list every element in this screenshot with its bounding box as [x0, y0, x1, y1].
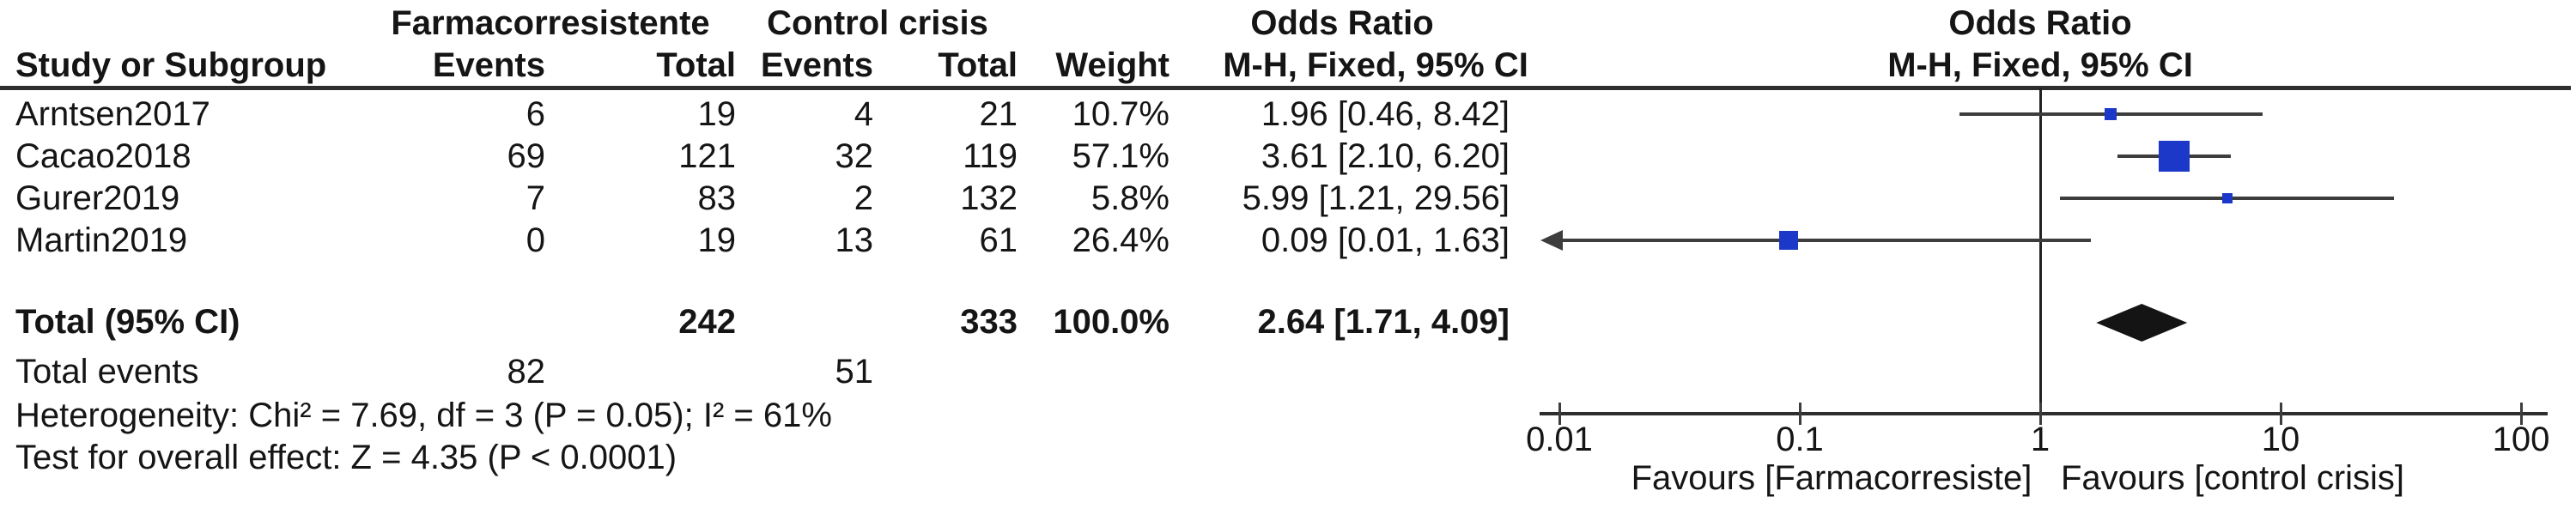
total-exp-value: 121	[678, 137, 736, 175]
events-exp-value: 7	[526, 179, 545, 217]
group-header-control: Control crisis	[767, 4, 988, 42]
events-exp-value: 69	[507, 137, 546, 175]
col-header-study: Study or Subgroup	[15, 46, 327, 84]
study-label: Gurer2019	[15, 179, 180, 217]
total-ctrl-value: 21	[979, 95, 1018, 133]
weight-value: 5.8%	[1091, 179, 1170, 217]
total-events-exp: 82	[507, 353, 546, 391]
axis-tick-label: 10	[2261, 421, 2300, 458]
favours-left-label: Favours [Farmacorresiste]	[1631, 459, 2032, 497]
total-ctrl-value: 132	[960, 179, 1018, 217]
total-ctrl-value: 61	[979, 221, 1018, 259]
events-exp-value: 6	[526, 95, 545, 133]
total-row-or-ci: 2.64 [1.71, 4.09]	[1257, 303, 1510, 341]
col-header-total-experimental: Total	[656, 46, 736, 84]
summary-diamond	[2096, 304, 2188, 342]
group-header-experimental: Farmacorresistente	[391, 4, 710, 42]
col-header-events-control: Events	[760, 46, 873, 84]
events-ctrl-value: 4	[854, 95, 873, 133]
total-row-n-exp: 242	[678, 303, 736, 341]
events-ctrl-value: 13	[835, 221, 874, 259]
axis-tick-label: 100	[2492, 421, 2550, 458]
total-row-label: Total (95% CI)	[15, 303, 240, 341]
total-exp-value: 19	[697, 95, 737, 133]
axis-tick	[2038, 403, 2042, 425]
col-header-or-ci: M-H, Fixed, 95% CI	[1223, 46, 1528, 84]
heterogeneity-stat: Heterogeneity: Chi² = 7.69, df = 3 (P = …	[15, 397, 832, 434]
total-events-label: Total events	[15, 353, 199, 391]
axis-line	[1540, 412, 2548, 415]
effect-square	[2104, 108, 2117, 120]
weight-value: 10.7%	[1072, 95, 1170, 133]
total-ctrl-value: 119	[963, 137, 1018, 175]
axis-tick-label: 0.1	[1776, 421, 1824, 458]
or-plot-title: Odds Ratio	[1948, 4, 2132, 42]
effect-square	[1779, 231, 1799, 250]
weight-value: 26.4%	[1072, 221, 1170, 259]
or-reference-line	[2038, 88, 2042, 414]
axis-tick	[2279, 403, 2282, 425]
weight-value: 57.1%	[1072, 137, 1170, 175]
favours-right-label: Favours [control crisis]	[2060, 459, 2405, 497]
total-exp-value: 83	[697, 179, 737, 217]
col-header-events-experimental: Events	[432, 46, 545, 84]
axis-tick	[1558, 403, 1561, 425]
header-divider-line	[0, 86, 2571, 90]
or-ci-value: 0.09 [0.01, 1.63]	[1261, 221, 1510, 259]
effect-square	[2159, 141, 2190, 172]
col-header-weight: Weight	[1055, 46, 1170, 84]
total-exp-value: 19	[697, 221, 737, 259]
total-events-ctrl: 51	[835, 353, 874, 391]
study-label: Cacao2018	[15, 137, 191, 175]
total-row-n-ctrl: 333	[960, 303, 1018, 341]
total-row-weight: 100.0%	[1053, 303, 1170, 341]
overall-effect-stat: Test for overall effect: Z = 4.35 (P < 0…	[15, 439, 677, 476]
events-ctrl-value: 2	[854, 179, 873, 217]
or-ci-value: 3.61 [2.10, 6.20]	[1261, 137, 1510, 175]
plot-header-or-ci: M-H, Fixed, 95% CI	[1887, 46, 2193, 84]
axis-tick-label: 0.01	[1526, 421, 1593, 458]
or-ci-value: 5.99 [1.21, 29.56]	[1242, 179, 1510, 217]
or-ci-value: 1.96 [0.46, 8.42]	[1261, 95, 1510, 133]
axis-tick	[1798, 403, 1801, 425]
effect-square	[2221, 193, 2233, 203]
axis-tick-label: 1	[2030, 421, 2050, 458]
ci-line	[1559, 239, 2092, 242]
or-table-title: Odds Ratio	[1250, 4, 1434, 42]
events-ctrl-value: 32	[835, 137, 874, 175]
col-header-total-control: Total	[938, 46, 1018, 84]
study-label: Martin2019	[15, 221, 188, 259]
events-exp-value: 0	[526, 221, 545, 259]
axis-tick	[2519, 403, 2523, 425]
study-label: Arntsen2017	[15, 95, 210, 133]
ci-arrow-left-icon	[1540, 230, 1563, 251]
